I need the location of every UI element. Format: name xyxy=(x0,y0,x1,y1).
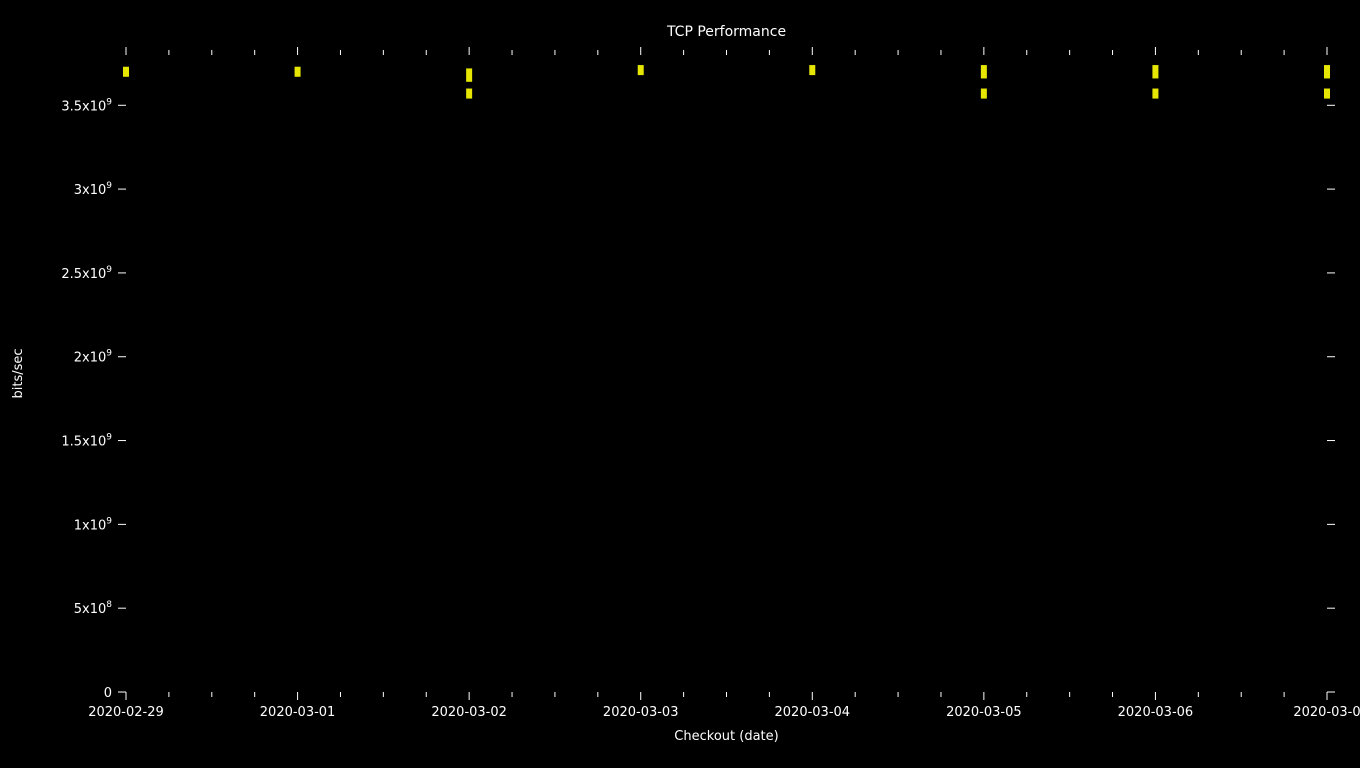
y-axis-label: bits/sec xyxy=(11,348,26,398)
x-axis-label: Checkout (date) xyxy=(674,729,778,744)
y-tick-label: 1x109 xyxy=(74,516,113,533)
data-box xyxy=(809,65,815,75)
chart-title: TCP Performance xyxy=(666,24,786,40)
y-tick-label: 3x109 xyxy=(74,181,113,198)
y-tick-label: 0 xyxy=(104,686,112,701)
data-box xyxy=(1324,89,1330,99)
data-box xyxy=(1324,65,1330,78)
y-tick-label: 1.5x109 xyxy=(61,433,112,450)
x-tick-label: 2020-03-03 xyxy=(603,705,679,720)
chart-container: TCP Performance bits/sec Checkout (date) 0 5… xyxy=(0,0,1360,768)
x-tick-label: 2020-03-0 xyxy=(1293,705,1360,720)
x-tick-label: 2020-03-06 xyxy=(1118,705,1194,720)
data-box xyxy=(981,65,987,78)
x-tick-label: 2020-03-02 xyxy=(431,705,507,720)
data-box xyxy=(123,67,129,77)
y-tick-label: 3.5x109 xyxy=(61,97,112,114)
data-box xyxy=(466,89,472,99)
x-tick-label: 2020-03-04 xyxy=(775,705,851,720)
data-box xyxy=(466,68,472,81)
x-tick-label: 2020-03-01 xyxy=(260,705,336,720)
x-tick-label: 2020-02-29 xyxy=(88,705,164,720)
data-box xyxy=(1152,65,1158,78)
data-box xyxy=(638,65,644,75)
x-tick-label: 2020-03-05 xyxy=(946,705,1022,720)
tcp-performance-chart: TCP Performance bits/sec Checkout (date) 0 5… xyxy=(0,0,1360,768)
y-tick-label: 5x108 xyxy=(74,600,113,617)
data-box xyxy=(295,67,301,77)
y-tick-label: 2.5x109 xyxy=(61,265,112,282)
data-box xyxy=(981,89,987,99)
data-box xyxy=(1152,89,1158,99)
y-tick-label: 2x109 xyxy=(74,349,113,366)
